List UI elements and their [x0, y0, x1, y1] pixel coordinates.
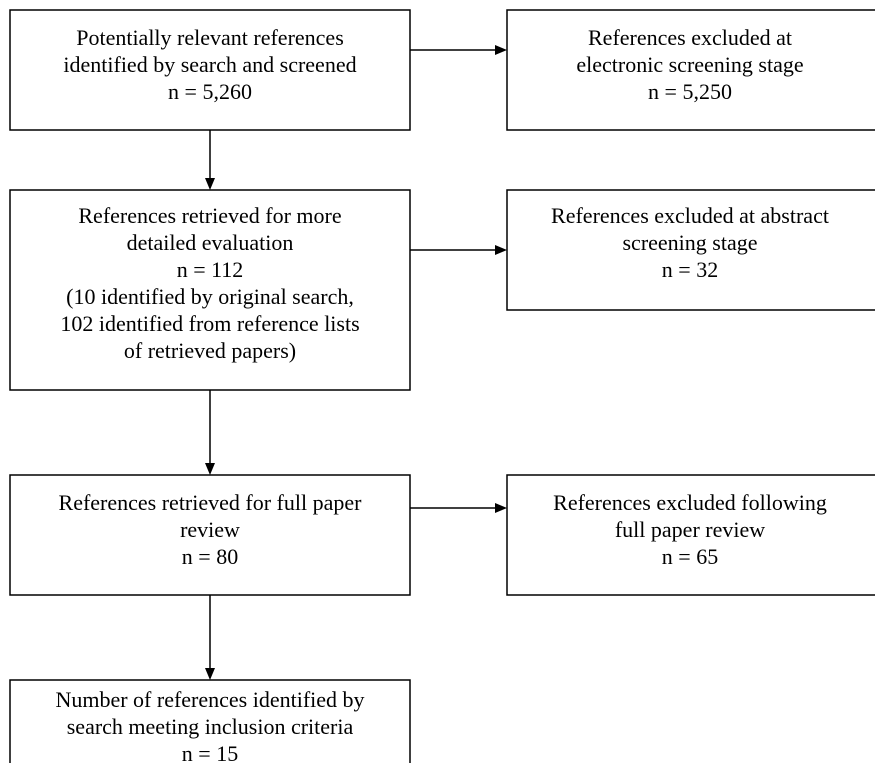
- box-text: full paper review: [615, 517, 765, 542]
- flow-box: [506, 189, 875, 311]
- connectors: [205, 45, 507, 680]
- box-text: detailed evaluation: [127, 230, 294, 255]
- flow-box: [506, 474, 875, 596]
- flow-box: [9, 474, 411, 596]
- flow-box: [506, 9, 875, 131]
- box-text: References retrieved for more: [78, 203, 341, 228]
- box-text: n = 5,260: [168, 79, 252, 104]
- box-text: n = 80: [182, 544, 238, 569]
- arrow-head: [205, 668, 215, 680]
- box-text: electronic screening stage: [576, 52, 803, 77]
- flow-box: [9, 9, 411, 131]
- box-text: Number of references identified by: [55, 687, 364, 712]
- box-text: 102 identified from reference lists: [60, 311, 359, 336]
- box-text: n = 112: [177, 257, 244, 282]
- box-text: References excluded at abstract: [551, 203, 829, 228]
- flow-box: [9, 189, 411, 391]
- box-text: Potentially relevant references: [76, 25, 344, 50]
- box-text: n = 15: [182, 741, 238, 763]
- arrow-head: [495, 45, 507, 55]
- box-text: of retrieved papers): [124, 338, 296, 363]
- arrow-head: [495, 245, 507, 255]
- flow-box: [9, 679, 411, 763]
- box-text: References retrieved for full paper: [59, 490, 363, 515]
- box-text: search meeting inclusion criteria: [67, 714, 354, 739]
- box-text: References excluded following: [553, 490, 827, 515]
- arrow-head: [205, 178, 215, 190]
- box-text: n = 32: [662, 257, 718, 282]
- box-text: References excluded at: [588, 25, 792, 50]
- arrow-head: [205, 463, 215, 475]
- box-text: (10 identified by original search,: [66, 284, 354, 309]
- box-text: review: [180, 517, 240, 542]
- box-text: n = 65: [662, 544, 718, 569]
- arrow-head: [495, 503, 507, 513]
- box-text: n = 5,250: [648, 79, 732, 104]
- box-text: screening stage: [623, 230, 758, 255]
- box-text: identified by search and screened: [63, 52, 356, 77]
